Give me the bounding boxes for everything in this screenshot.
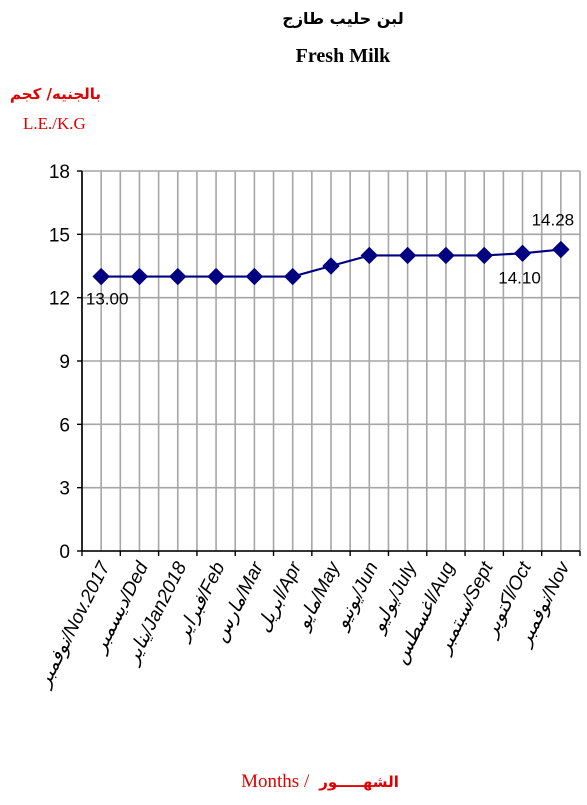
- unit-label-arabic: بالجنيه/ كجم: [10, 85, 101, 103]
- data-label: 14.10: [498, 268, 541, 287]
- data-point-marker: [360, 246, 379, 265]
- grid: [81, 170, 581, 552]
- y-tick-label: 3: [59, 479, 70, 500]
- y-axis-ticks: 0 3 6 9 12 15 18: [49, 162, 82, 563]
- y-tick-label: 18: [49, 162, 70, 183]
- data-point-marker: [322, 257, 340, 275]
- data-point-marker: [283, 267, 302, 286]
- data-label: 13.00: [86, 290, 129, 309]
- data-point-marker: [475, 246, 493, 265]
- series-markers: [92, 240, 570, 286]
- chart-subtitle: Fresh Milk: [296, 45, 392, 67]
- data-point-marker: [169, 267, 187, 286]
- x-axis-ticks: نوفمبر/Nov.2017ديسمبر/Dedيناير/Jan2018فب…: [33, 551, 581, 692]
- chart-title: لبن حليب طازج: [282, 9, 403, 28]
- data-point-marker: [552, 240, 570, 259]
- data-point-marker: [130, 267, 149, 286]
- y-tick-label: 0: [59, 542, 70, 563]
- x-axis-label: Months / الشهـــــور: [241, 771, 399, 792]
- unit-label-english: L.E./K.G: [23, 114, 86, 133]
- data-labels: 13.00 14.10 14.28: [86, 211, 574, 309]
- y-tick-label: 9: [59, 352, 70, 373]
- data-point-marker: [437, 246, 455, 265]
- data-point-marker: [245, 267, 264, 286]
- data-point-marker: [398, 246, 417, 265]
- y-tick-label: 6: [59, 415, 70, 436]
- x-axis-label-english: Months /: [241, 771, 310, 792]
- y-tick-label: 12: [49, 289, 70, 310]
- data-point-marker: [92, 267, 110, 286]
- data-point-marker: [207, 267, 225, 286]
- data-point-marker: [513, 244, 532, 263]
- y-tick-label: 15: [49, 225, 70, 246]
- data-label: 14.28: [532, 211, 575, 230]
- x-axis-label-arabic: الشهـــــور: [318, 773, 399, 791]
